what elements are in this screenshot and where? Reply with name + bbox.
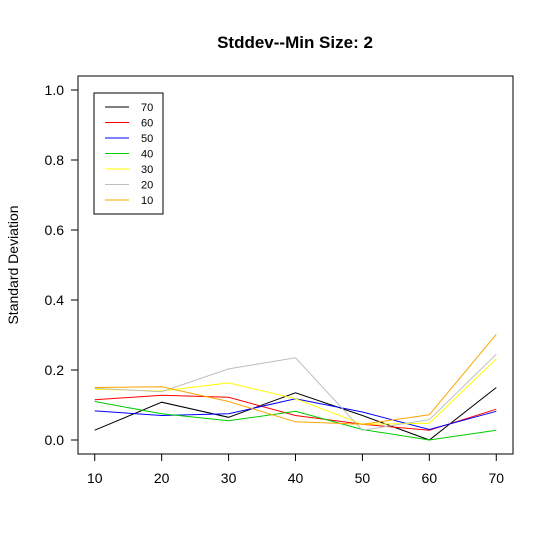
legend-label: 10 xyxy=(141,195,153,207)
legend-label: 20 xyxy=(141,180,153,192)
series-line-40 xyxy=(94,401,497,441)
x-tick-label: 20 xyxy=(154,470,170,486)
series-line-30 xyxy=(94,358,497,425)
x-tick-label: 30 xyxy=(221,470,237,486)
x-tick-label: 10 xyxy=(87,470,103,486)
y-tick-label: 0.4 xyxy=(45,292,65,308)
series-line-60 xyxy=(94,394,497,431)
series-line-50 xyxy=(94,398,497,431)
y-tick-label: 0.8 xyxy=(45,152,65,168)
legend-label: 60 xyxy=(141,118,153,130)
series-line-20 xyxy=(94,353,497,431)
x-tick-label: 60 xyxy=(422,470,438,486)
y-tick-label: 0.6 xyxy=(45,222,65,238)
legend-label: 50 xyxy=(141,133,153,145)
y-axis: 0.0 0.2 0.4 0.6 0.8 1.0 xyxy=(45,82,78,448)
series-line-10 xyxy=(94,333,497,425)
x-axis: 10 20 30 40 50 60 70 xyxy=(87,454,504,486)
y-tick-label: 1.0 xyxy=(45,82,65,98)
x-tick-label: 50 xyxy=(355,470,371,486)
x-tick-label: 70 xyxy=(488,470,504,486)
chart-title: Stddev--Min Size: 2 xyxy=(217,33,373,52)
series-lines xyxy=(94,333,497,441)
y-tick-label: 0.0 xyxy=(45,432,65,448)
x-tick-label: 40 xyxy=(288,470,304,486)
legend: 70 60 50 40 30 20 10 xyxy=(93,92,164,215)
legend-label: 70 xyxy=(141,102,153,114)
legend-label: 40 xyxy=(141,149,153,161)
y-axis-label: Standard Deviation xyxy=(5,205,21,324)
legend-label: 30 xyxy=(141,164,153,176)
y-tick-label: 0.2 xyxy=(45,362,65,378)
